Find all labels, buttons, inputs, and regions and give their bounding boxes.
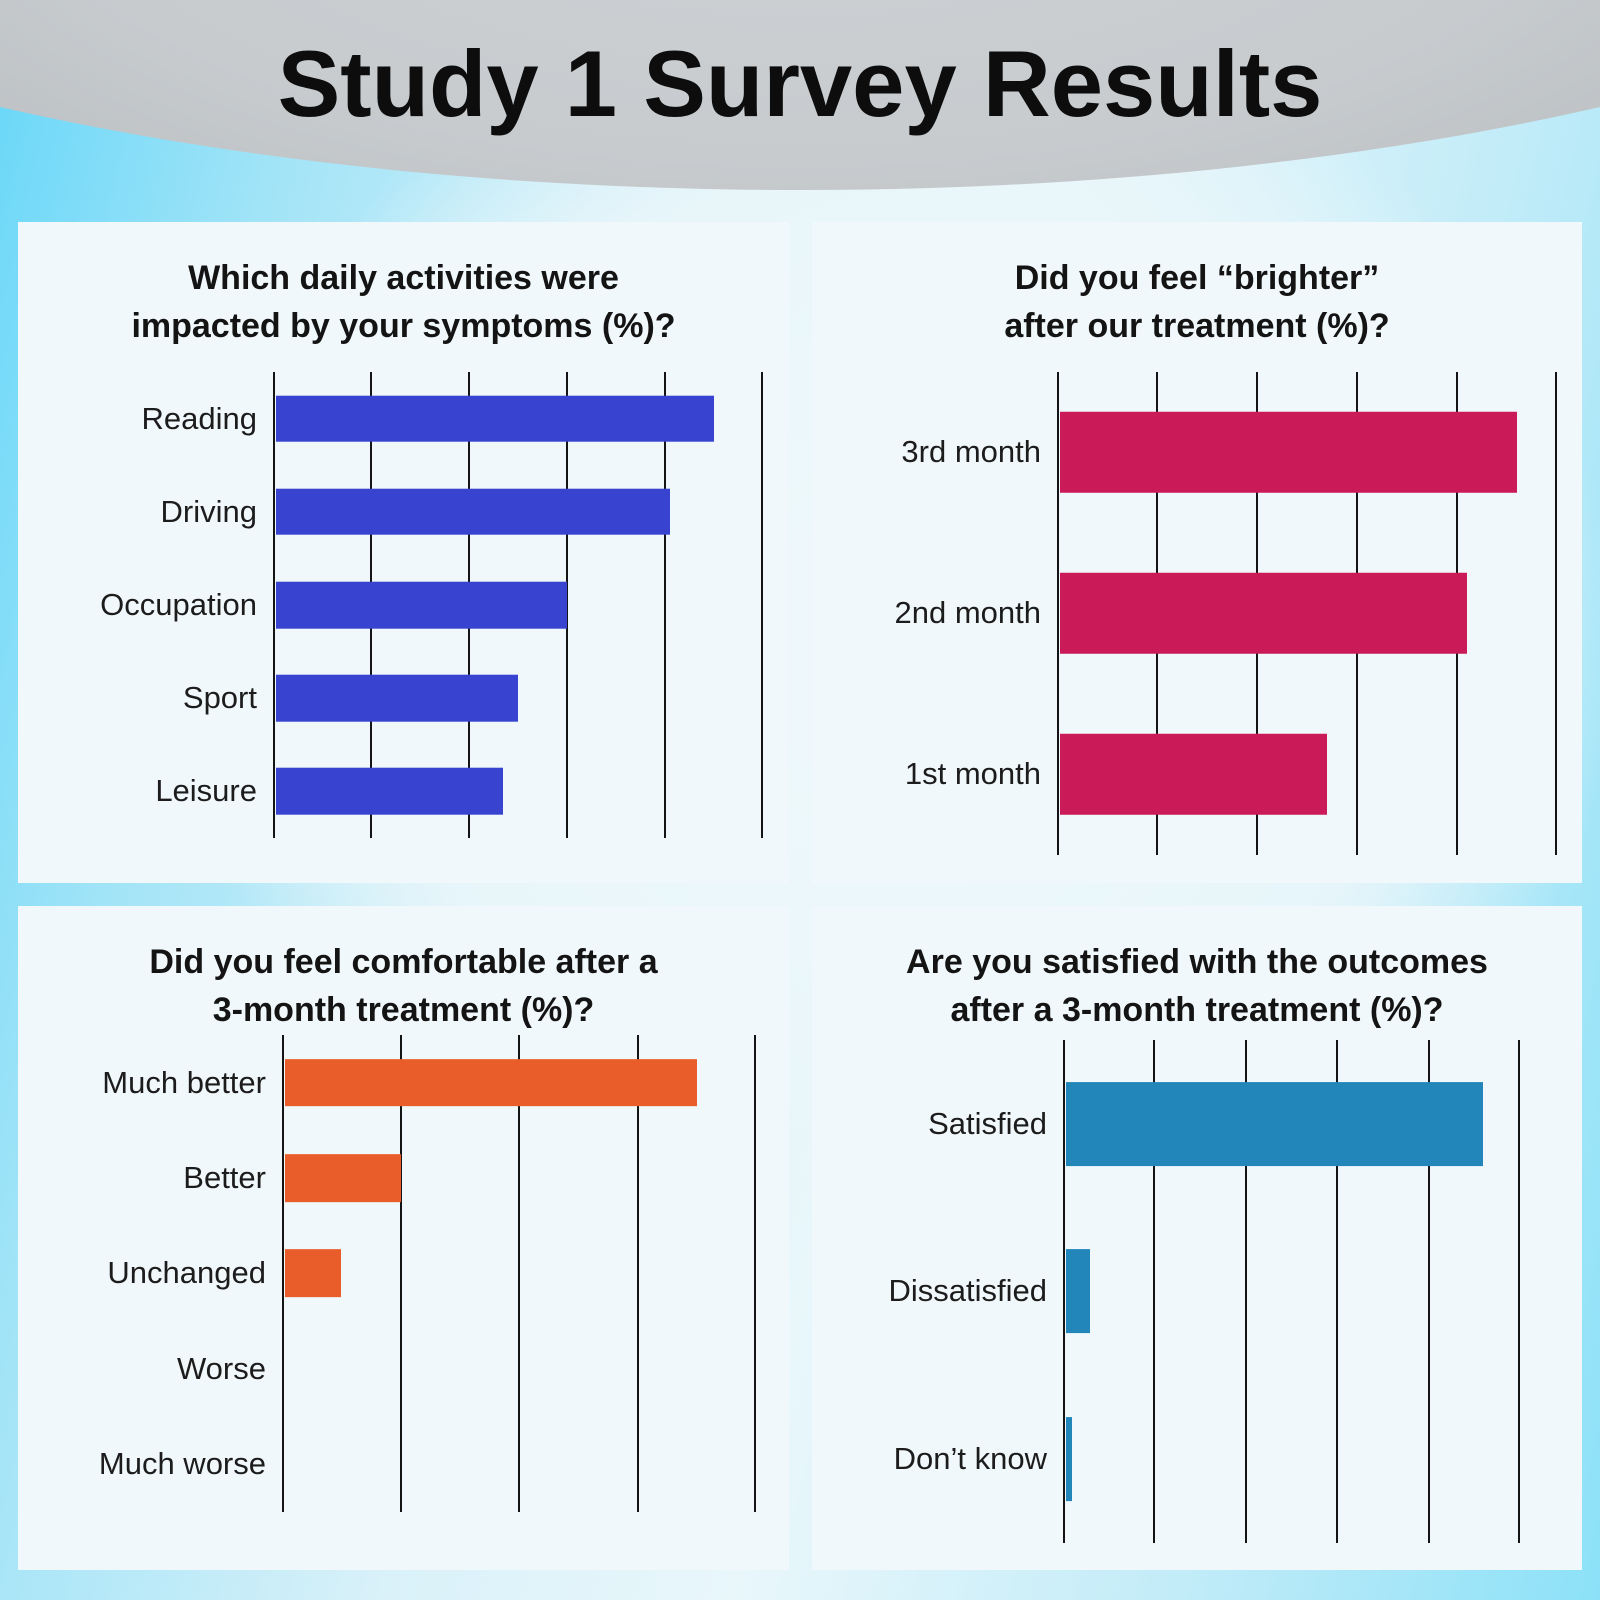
grid-line — [1336, 1040, 1339, 1543]
bar — [276, 488, 670, 536]
category-label: Don’t know — [893, 1441, 1047, 1477]
chart-row: Leisure — [155, 745, 763, 838]
bar — [1066, 1081, 1484, 1166]
chart-plot-area: Much better Better Unchanged Worse Much wors… — [99, 1035, 756, 1512]
category-label: Leisure — [155, 773, 257, 809]
grid-line — [1244, 1040, 1247, 1543]
grid-line — [1555, 372, 1557, 855]
chart-row: Occupation — [100, 558, 763, 651]
category-label: Reading — [141, 400, 257, 436]
chart-row: 3rd month — [901, 372, 1557, 533]
category-label: Satisfied — [928, 1105, 1047, 1141]
chart-row: Sport — [183, 652, 763, 745]
category-label: Sport — [182, 680, 257, 716]
chart-row: Worse — [177, 1321, 756, 1416]
chart-row: Better — [183, 1130, 756, 1225]
grid-line — [1153, 1040, 1156, 1543]
bar — [276, 768, 504, 815]
chart-plot-area: 3rd month 2nd month 1st month — [895, 372, 1557, 855]
chart-row: Much worse — [99, 1417, 756, 1512]
chart-row: Much better — [102, 1035, 756, 1130]
category-label: Much worse — [98, 1446, 266, 1482]
category-label: Driving — [160, 493, 257, 529]
chart-row: Don’t know — [894, 1375, 1520, 1543]
grid-line — [566, 372, 568, 838]
bar — [276, 674, 518, 722]
chart-title: Which daily activities were impacted by … — [131, 259, 676, 346]
category-label: Dissatisfied — [888, 1273, 1048, 1309]
chart-panel-daily-activities: Which daily activities were impacted by … — [18, 222, 789, 883]
chart-plot-area: Reading Driving Occupation Sport Leisure — [100, 372, 763, 838]
category-label: Better — [183, 1160, 266, 1196]
bar — [276, 581, 567, 629]
chart-title: Are you satisfied with the outcomes afte… — [906, 943, 1488, 1030]
chart-row: Reading — [142, 372, 763, 465]
category-label: Much better — [102, 1064, 266, 1100]
chart-title: Did you feel “brighter” after our treatm… — [1004, 259, 1390, 346]
category-label: 3rd month — [901, 434, 1041, 470]
chart-row: Driving — [161, 465, 763, 558]
bar — [1060, 412, 1517, 493]
category-label: Occupation — [100, 586, 257, 622]
bar — [276, 395, 714, 442]
grid-line — [1518, 1040, 1520, 1543]
category-label: 1st month — [904, 756, 1041, 792]
grid-line — [282, 1035, 284, 1512]
bar — [285, 1154, 401, 1202]
grid-line — [518, 1035, 520, 1512]
chart-title: Did you feel comfortable after a 3-month… — [149, 943, 658, 1030]
chart-panel-comfortable: Did you feel comfortable after a 3-month… — [18, 906, 789, 1570]
bar — [1060, 573, 1467, 654]
grid-line — [273, 372, 275, 838]
bar — [285, 1249, 342, 1298]
chart-row: Dissatisfied — [889, 1208, 1520, 1376]
chart-row: Satisfied — [928, 1040, 1520, 1208]
bar — [285, 1058, 697, 1107]
chart-plot-area: Satisfied Dissatisfied Don’t know — [889, 1040, 1520, 1543]
grid-line — [1063, 1040, 1065, 1543]
chart-panel-brighter: Did you feel “brighter” after our treatm… — [812, 222, 1582, 883]
category-label: Worse — [176, 1350, 266, 1386]
charts-grid: Which daily activities were impacted by … — [18, 222, 1582, 1570]
bar — [1060, 734, 1327, 815]
bar — [1066, 1417, 1073, 1502]
grid-line — [399, 1035, 402, 1512]
chart-panel-satisfied: Are you satisfied with the outcomes afte… — [812, 906, 1582, 1570]
page-title: Study 1 Survey Results — [277, 31, 1323, 136]
category-label: Unchanged — [107, 1255, 266, 1291]
grid-line — [761, 372, 763, 838]
grid-line — [664, 372, 666, 838]
chart-row: 1st month — [905, 694, 1557, 855]
bar — [1066, 1249, 1091, 1334]
grid-line — [1427, 1040, 1430, 1543]
category-label: 2nd month — [894, 595, 1042, 631]
chart-row: Unchanged — [107, 1226, 756, 1321]
grid-line — [636, 1035, 639, 1512]
grid-line — [1057, 372, 1059, 855]
grid-line — [754, 1035, 756, 1512]
chart-row: 2nd month — [895, 533, 1557, 694]
